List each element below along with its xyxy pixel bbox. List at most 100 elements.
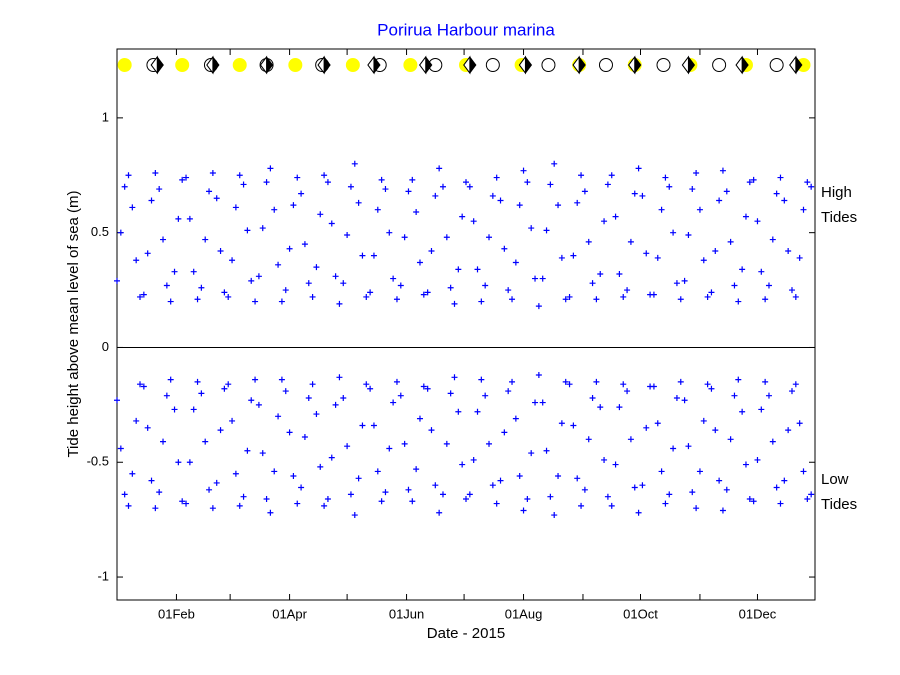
- tide-point: [424, 385, 431, 392]
- tide-point: [282, 388, 289, 395]
- y-tick-label: -0.5: [87, 454, 109, 469]
- tide-point: [712, 427, 719, 434]
- tide-point: [555, 202, 562, 209]
- tide-point: [804, 179, 811, 186]
- tide-point: [332, 273, 339, 280]
- tide-point: [578, 172, 585, 179]
- new-moon: [712, 58, 727, 72]
- tide-point: [244, 447, 251, 454]
- tide-point: [750, 498, 757, 505]
- tide-point: [459, 461, 466, 468]
- tide-point: [712, 248, 719, 255]
- tide-point: [370, 252, 377, 259]
- tide-point: [643, 424, 650, 431]
- perigee-part: [317, 55, 325, 75]
- tide-point: [336, 374, 343, 381]
- tide-point: [382, 489, 389, 496]
- tide-point: [562, 296, 569, 303]
- tide-point: [321, 172, 328, 179]
- tide-point: [800, 468, 807, 475]
- perigee-marker: [463, 55, 477, 75]
- tide-point: [232, 204, 239, 211]
- y-axis-label: Tide height above mean level of sea (m): [65, 190, 82, 457]
- tide-point: [735, 376, 742, 383]
- tide-point: [501, 245, 508, 252]
- tide-point: [286, 245, 293, 252]
- tide-point: [505, 388, 512, 395]
- tide-point: [117, 445, 124, 452]
- full-moon: [175, 58, 190, 72]
- tide-point: [278, 298, 285, 305]
- tide-point: [156, 186, 163, 193]
- tide-point: [313, 264, 320, 271]
- tide-point: [727, 238, 734, 245]
- full-moon: [288, 58, 303, 72]
- tide-point: [470, 456, 477, 463]
- perigee-part: [150, 55, 158, 75]
- tide-point: [616, 270, 623, 277]
- tide-point: [601, 218, 608, 225]
- tide-point: [700, 417, 707, 424]
- perigee-marker: [317, 55, 331, 75]
- tide-point: [543, 227, 550, 234]
- perigee-marker: [789, 55, 803, 75]
- tide-point: [390, 399, 397, 406]
- tide-point: [309, 381, 316, 388]
- tide-point: [566, 293, 573, 300]
- tide-point: [624, 388, 631, 395]
- tide-point: [171, 268, 178, 275]
- tide-point: [206, 486, 213, 493]
- tide-point: [359, 252, 366, 259]
- tide-point: [781, 477, 788, 484]
- perigee-marker: [259, 55, 274, 75]
- tide-point: [769, 438, 776, 445]
- tide-point: [183, 174, 190, 181]
- tide-point: [290, 473, 297, 480]
- tide-point: [156, 489, 163, 496]
- tide-point: [716, 197, 723, 204]
- tide-point: [746, 179, 753, 186]
- chart-title: Porirua Harbour marina: [377, 20, 555, 39]
- tide-point: [451, 300, 458, 307]
- tide-point: [478, 376, 485, 383]
- perigee-marker: [367, 55, 381, 75]
- x-tick-label: 01Feb: [158, 606, 195, 621]
- perigee-marker: [419, 55, 433, 75]
- tide-point: [129, 470, 136, 477]
- tide-point: [114, 277, 120, 284]
- tide-point: [152, 169, 159, 176]
- tide-point: [294, 174, 301, 181]
- tide-point: [581, 486, 588, 493]
- y-tick-label: -1: [97, 568, 109, 583]
- tide-point: [236, 502, 243, 509]
- tide-point: [133, 417, 140, 424]
- tide-point: [719, 507, 726, 514]
- low-tides-label: Low Tides: [821, 471, 858, 513]
- tide-point: [589, 280, 596, 287]
- tide-point: [213, 479, 220, 486]
- high-tides-label: High Tides: [821, 184, 858, 226]
- tide-point: [501, 429, 508, 436]
- tide-point: [160, 438, 167, 445]
- tide-point: [413, 466, 420, 473]
- tide-point: [486, 234, 493, 241]
- tide-point: [405, 188, 412, 195]
- tide-point: [217, 427, 224, 434]
- tide-point: [666, 183, 673, 190]
- tide-point: [363, 293, 370, 300]
- tide-point: [344, 443, 351, 450]
- tide-point: [439, 491, 446, 498]
- tide-point: [225, 293, 232, 300]
- tide-point: [301, 433, 308, 440]
- tide-point: [298, 190, 305, 197]
- tide-point: [604, 181, 611, 188]
- tide-point: [777, 174, 784, 181]
- tide-point: [179, 498, 186, 505]
- tide-point: [555, 473, 562, 480]
- perigee-part: [463, 55, 471, 75]
- tide-point: [558, 254, 565, 261]
- tide-point: [723, 188, 730, 195]
- tide-point: [723, 486, 730, 493]
- tide-point: [390, 275, 397, 282]
